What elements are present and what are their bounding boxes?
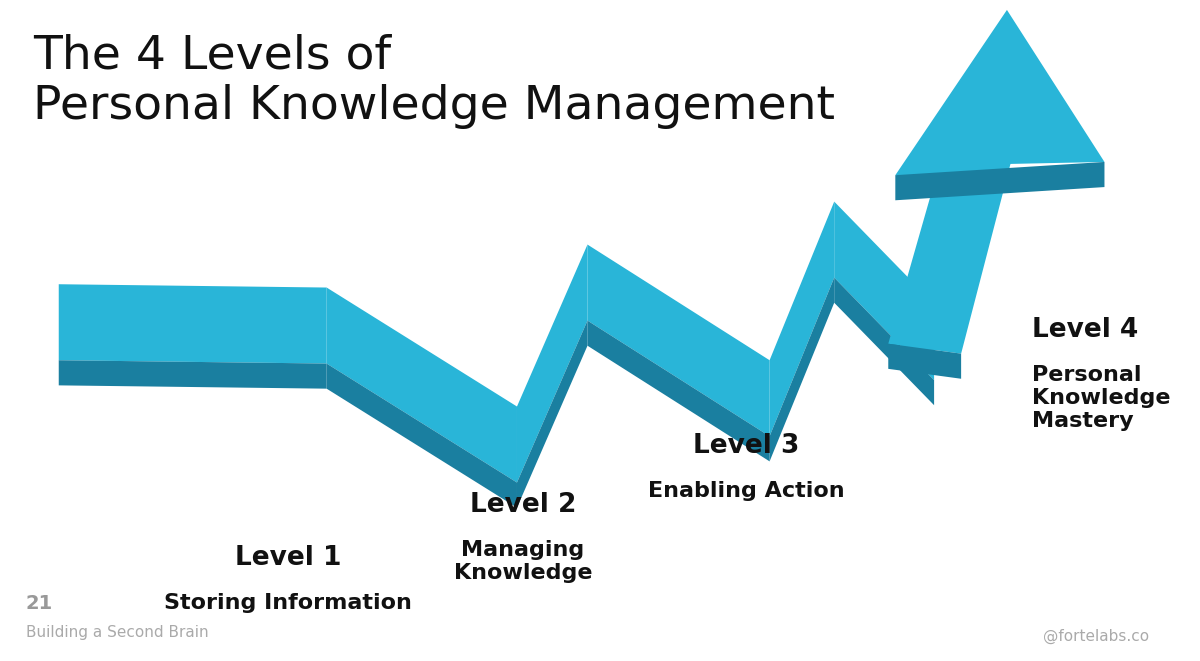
Text: Enabling Action: Enabling Action <box>648 481 845 500</box>
Polygon shape <box>326 288 517 483</box>
Text: The 4 Levels of
Personal Knowledge Management: The 4 Levels of Personal Knowledge Manag… <box>32 33 835 130</box>
Polygon shape <box>588 245 769 436</box>
Polygon shape <box>59 284 326 364</box>
Text: Managing
Knowledge: Managing Knowledge <box>454 540 592 583</box>
Text: @fortelabs.co: @fortelabs.co <box>1043 629 1150 644</box>
Text: Building a Second Brain: Building a Second Brain <box>26 625 209 640</box>
Polygon shape <box>888 10 1104 354</box>
Text: Storing Information: Storing Information <box>164 593 412 613</box>
Polygon shape <box>517 321 588 508</box>
Polygon shape <box>326 364 517 508</box>
Polygon shape <box>895 162 1104 200</box>
Polygon shape <box>769 202 834 436</box>
Text: Level 2: Level 2 <box>469 492 576 518</box>
Polygon shape <box>834 278 934 405</box>
Polygon shape <box>834 202 934 380</box>
Polygon shape <box>59 360 326 389</box>
Text: Level 1: Level 1 <box>235 545 341 571</box>
Polygon shape <box>517 245 588 483</box>
Polygon shape <box>888 344 961 379</box>
Text: Personal
Knowledge
Mastery: Personal Knowledge Mastery <box>1032 365 1170 431</box>
Text: 21: 21 <box>26 594 53 613</box>
Text: Level 3: Level 3 <box>692 433 799 459</box>
Polygon shape <box>769 278 834 461</box>
Text: Level 4: Level 4 <box>1032 317 1138 343</box>
Polygon shape <box>588 321 769 461</box>
